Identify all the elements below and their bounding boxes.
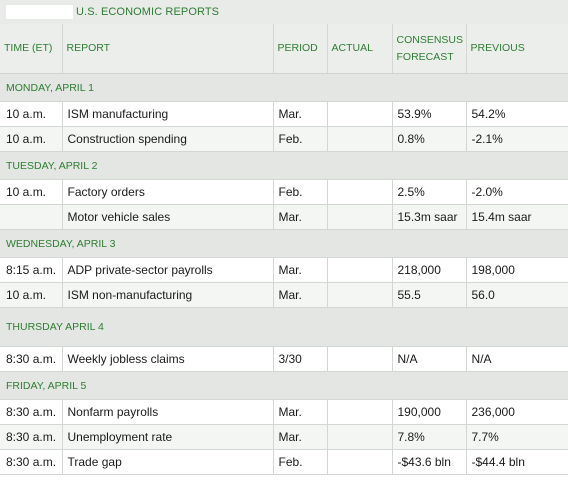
cell-period: Mar.: [272, 101, 327, 127]
reports-table: TIME (ET) REPORT PERIOD ACTUAL CONSENSUS…: [0, 24, 568, 475]
cell-report: Factory orders: [61, 179, 273, 205]
col-header-consensus-line1: CONSENSUS: [396, 33, 464, 46]
day-label: FRIDAY, APRIL 5: [0, 371, 568, 400]
col-header-time: TIME (ET): [0, 24, 62, 74]
cell-report: Unemployment rate: [61, 424, 273, 450]
cell-period: Feb.: [272, 179, 327, 205]
cell-previous: 56.0: [465, 282, 568, 308]
col-header-period: PERIOD: [272, 24, 327, 74]
cell-consensus: 2.5%: [391, 179, 466, 205]
day-label: THURSDAY APRIL 4: [0, 307, 568, 347]
table-row: 8:30 a.m. Unemployment rate Mar. 7.8% 7.…: [0, 424, 568, 450]
cell-actual: [326, 449, 392, 475]
day-row-thursday: THURSDAY APRIL 4: [0, 307, 568, 347]
cell-consensus: 7.8%: [391, 424, 466, 450]
day-label: MONDAY, APRIL 1: [0, 73, 568, 102]
table-row: 10 a.m. Factory orders Feb. 2.5% -2.0%: [0, 179, 568, 205]
table-row: Motor vehicle sales Mar. 15.3m saar 15.4…: [0, 204, 568, 230]
cell-period: Mar.: [272, 204, 327, 230]
col-header-actual: ACTUAL: [326, 24, 392, 74]
cell-report: Nonfarm payrolls: [61, 399, 273, 425]
cell-period: Mar.: [272, 282, 327, 308]
cell-time: 10 a.m.: [0, 101, 62, 127]
cell-time: 8:30 a.m.: [0, 424, 62, 450]
cell-previous: 198,000: [465, 257, 568, 283]
day-row-wednesday: WEDNESDAY, APRIL 3: [0, 229, 568, 258]
cell-actual: [326, 204, 392, 230]
cell-actual: [326, 126, 392, 152]
cell-consensus: -$43.6 bln: [391, 449, 466, 475]
table-row: 8:15 a.m. ADP private-sector payrolls Ma…: [0, 257, 568, 283]
cell-previous: -$44.4 bln: [465, 449, 568, 475]
cell-report: ISM manufacturing: [61, 101, 273, 127]
cell-actual: [326, 424, 392, 450]
cell-consensus: 218,000: [391, 257, 466, 283]
table-row: 8:30 a.m. Weekly jobless claims 3/30 N/A…: [0, 346, 568, 372]
col-header-previous: PREVIOUS: [465, 24, 568, 74]
cell-actual: [326, 399, 392, 425]
title-bar: U.S. ECONOMIC REPORTS: [0, 0, 568, 25]
cell-consensus: 190,000: [391, 399, 466, 425]
cell-time: 8:30 a.m.: [0, 449, 62, 475]
day-row-monday: MONDAY, APRIL 1: [0, 73, 568, 102]
day-label: TUESDAY, APRIL 2: [0, 151, 568, 180]
cell-previous: N/A: [465, 346, 568, 372]
cell-consensus: 15.3m saar: [391, 204, 466, 230]
cell-report: ISM non-manufacturing: [61, 282, 273, 308]
col-header-report: REPORT: [61, 24, 273, 74]
cell-previous: -2.1%: [465, 126, 568, 152]
cell-time: 8:30 a.m.: [0, 346, 62, 372]
table-row: 10 a.m. ISM manufacturing Mar. 53.9% 54.…: [0, 101, 568, 127]
cell-period: Mar.: [272, 399, 327, 425]
cell-actual: [326, 179, 392, 205]
cell-consensus: 0.8%: [391, 126, 466, 152]
cell-time: 10 a.m.: [0, 126, 62, 152]
cell-report: Weekly jobless claims: [61, 346, 273, 372]
redacted-logo: [6, 5, 73, 19]
cell-consensus: 55.5: [391, 282, 466, 308]
cell-consensus: 53.9%: [391, 101, 466, 127]
cell-actual: [326, 101, 392, 127]
cell-time: 10 a.m.: [0, 282, 62, 308]
table-row: 10 a.m. Construction spending Feb. 0.8% …: [0, 126, 568, 152]
cell-report: ADP private-sector payrolls: [61, 257, 273, 283]
day-row-tuesday: TUESDAY, APRIL 2: [0, 151, 568, 180]
cell-time: [0, 204, 62, 230]
cell-report: Motor vehicle sales: [61, 204, 273, 230]
cell-period: 3/30: [272, 346, 327, 372]
cell-period: Feb.: [272, 449, 327, 475]
col-header-consensus: CONSENSUS FORECAST: [391, 24, 466, 74]
cell-report: Trade gap: [61, 449, 273, 475]
cell-period: Feb.: [272, 126, 327, 152]
day-label: WEDNESDAY, APRIL 3: [0, 229, 568, 258]
cell-actual: [326, 346, 392, 372]
cell-actual: [326, 257, 392, 283]
cell-period: Mar.: [272, 257, 327, 283]
cell-time: 10 a.m.: [0, 179, 62, 205]
cell-previous: 15.4m saar: [465, 204, 568, 230]
cell-actual: [326, 282, 392, 308]
cell-report: Construction spending: [61, 126, 273, 152]
col-header-consensus-line2: FORECAST: [396, 50, 454, 63]
table-row: 8:30 a.m. Trade gap Feb. -$43.6 bln -$44…: [0, 449, 568, 475]
cell-period: Mar.: [272, 424, 327, 450]
widget-title: U.S. ECONOMIC REPORTS: [76, 6, 220, 18]
cell-consensus: N/A: [391, 346, 466, 372]
cell-previous: 54.2%: [465, 101, 568, 127]
header-row: TIME (ET) REPORT PERIOD ACTUAL CONSENSUS…: [0, 24, 568, 74]
cell-time: 8:30 a.m.: [0, 399, 62, 425]
day-row-friday: FRIDAY, APRIL 5: [0, 371, 568, 400]
cell-previous: 7.7%: [465, 424, 568, 450]
cell-previous: 236,000: [465, 399, 568, 425]
table-row: 10 a.m. ISM non-manufacturing Mar. 55.5 …: [0, 282, 568, 308]
cell-previous: -2.0%: [465, 179, 568, 205]
cell-time: 8:15 a.m.: [0, 257, 62, 283]
table-row: 8:30 a.m. Nonfarm payrolls Mar. 190,000 …: [0, 399, 568, 425]
